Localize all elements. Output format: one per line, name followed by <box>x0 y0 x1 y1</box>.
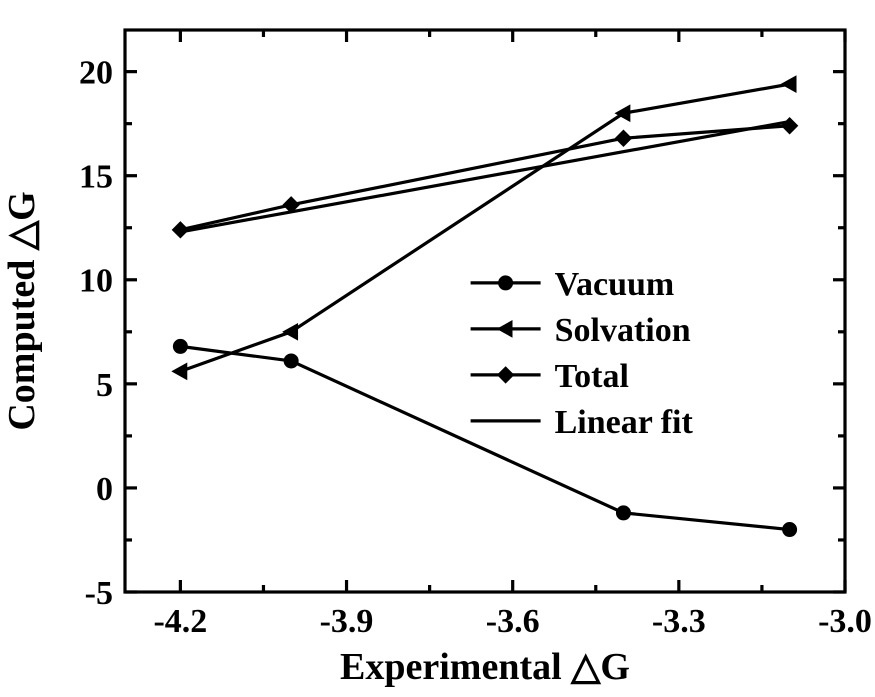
svg-text:-3.0: -3.0 <box>818 603 872 640</box>
svg-text:0: 0 <box>96 471 113 508</box>
chart-container: -4.2 -3.9 -3.6 -3.3 -3.0 -5 0 5 10 15 20 Experiment… <box>0 0 875 697</box>
svg-text:-3.6: -3.6 <box>486 603 540 640</box>
svg-text:-3.3: -3.3 <box>652 603 706 640</box>
svg-text:Solvation: Solvation <box>555 312 691 349</box>
svg-text:15: 15 <box>79 159 113 196</box>
svg-text:5: 5 <box>96 367 113 404</box>
svg-text:20: 20 <box>79 55 113 92</box>
svg-text:Vacuum: Vacuum <box>555 266 675 303</box>
svg-text:Experimental △G: Experimental △G <box>340 646 630 688</box>
svg-text:Total: Total <box>555 358 629 395</box>
svg-text:-3.9: -3.9 <box>320 603 374 640</box>
svg-text:-5: -5 <box>85 575 113 612</box>
svg-text:10: 10 <box>79 263 113 300</box>
svg-text:Computed △G: Computed △G <box>1 191 43 430</box>
svg-text:-4.2: -4.2 <box>153 603 207 640</box>
svg-text:Linear fit: Linear fit <box>555 404 694 441</box>
line-chart: -4.2 -3.9 -3.6 -3.3 -3.0 -5 0 5 10 15 20 Experiment… <box>0 0 875 697</box>
